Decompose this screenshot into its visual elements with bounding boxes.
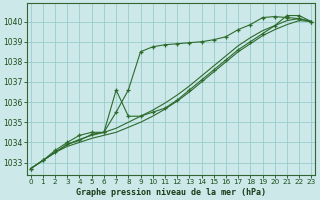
X-axis label: Graphe pression niveau de la mer (hPa): Graphe pression niveau de la mer (hPa): [76, 188, 266, 197]
